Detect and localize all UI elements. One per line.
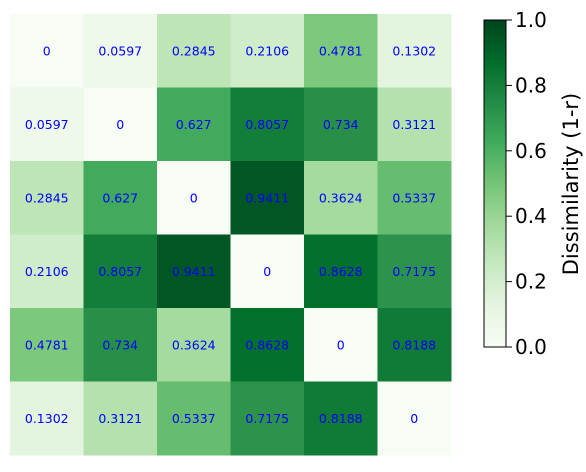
cell-value-label: 0.2845: [25, 190, 69, 205]
cell-value-label: 0.8188: [392, 337, 436, 352]
cell-value-label: 0.7175: [392, 264, 436, 279]
cell-value-label: 0.4781: [319, 43, 363, 58]
colorbar-label: Dissimilarity (1-r): [559, 93, 583, 275]
colorbar-tick-label: 1.0: [515, 8, 547, 32]
heatmap-cell: [304, 308, 378, 382]
cell-value-label: 0: [263, 264, 271, 279]
heatmap-cell: [83, 234, 158, 309]
heatmap-cell: [83, 161, 158, 235]
cell-value-label: 0.0597: [25, 117, 69, 132]
heatmap-cell: [377, 381, 452, 456]
heatmap-cell: [10, 87, 84, 162]
cell-value-label: 0.8628: [245, 337, 289, 352]
cell-value-label: 0.1302: [25, 411, 69, 426]
cell-value-label: 0.734: [323, 117, 359, 132]
colorbar-tick-label: 0.8: [515, 73, 547, 97]
heatmap-cell: [304, 234, 378, 309]
heatmap-cell: [10, 14, 84, 88]
cell-value-label: 0: [410, 411, 418, 426]
cell-value-label: 0.2106: [245, 43, 289, 58]
cell-value-label: 0.1302: [392, 43, 436, 58]
heatmap-cell: [83, 14, 158, 88]
heatmap-cell-labels: 0 0.0597 0.2845 0.2106 0.4781 0.1302 0.0597 0 0.…: [25, 43, 436, 426]
cell-value-label: 0.627: [176, 117, 212, 132]
cell-value-label: 0.627: [102, 190, 138, 205]
colorbar-tick-label: 0.4: [515, 204, 547, 228]
cell-value-label: 0: [43, 43, 51, 58]
heatmap-cell: [10, 381, 84, 456]
heatmap-cell: [157, 308, 231, 382]
cell-value-label: 0: [337, 337, 345, 352]
colorbar-tick-label: 0.0: [515, 335, 547, 359]
cell-value-label: 0.9411: [245, 190, 289, 205]
heatmap-cell: [157, 87, 231, 162]
heatmap-cell: [157, 14, 231, 88]
colorbar-ticks: 0.0 0.2 0.4 0.6 0.8 1.0: [506, 8, 547, 359]
cell-value-label: 0.8057: [98, 264, 142, 279]
heatmap-cell: [230, 87, 305, 162]
heatmap-cell: [377, 14, 452, 88]
heatmap-cell: [230, 308, 305, 382]
heatmap-cell: [83, 381, 158, 456]
heatmap-cell: [83, 308, 158, 382]
heatmap-cell: [230, 234, 305, 309]
colorbar-tick-label: 0.6: [515, 139, 547, 163]
cell-value-label: 0.9411: [172, 264, 216, 279]
heatmap-cell: [230, 14, 305, 88]
cell-value-label: 0.3121: [98, 411, 142, 426]
cell-value-label: 0: [190, 190, 198, 205]
heatmap-cell: [304, 14, 378, 88]
heatmap-cell: [10, 234, 84, 309]
cell-value-label: 0.5337: [392, 190, 436, 205]
cell-value-label: 0.7175: [245, 411, 289, 426]
cell-value-label: 0.4781: [25, 337, 69, 352]
heatmap-cell: [377, 308, 452, 382]
heatmap-cell: [377, 87, 452, 162]
heatmap-cell: [157, 381, 231, 456]
heatmap-cell: [10, 308, 84, 382]
heatmap-cell: [377, 234, 452, 309]
cell-value-label: 0.8188: [319, 411, 363, 426]
heatmap-cell: [83, 87, 158, 162]
cell-value-label: 0.8628: [319, 264, 363, 279]
heatmap-cell: [377, 161, 452, 235]
colorbar-tick-label: 0.2: [515, 270, 547, 294]
heatmap-cell: [230, 161, 305, 235]
cell-value-label: 0: [116, 117, 124, 132]
cell-value-label: 0.3121: [392, 117, 436, 132]
cell-value-label: 0.734: [102, 337, 138, 352]
heatmap-cell: [157, 161, 231, 235]
heatmap-cells: [10, 14, 452, 456]
cell-value-label: 0.3624: [172, 337, 216, 352]
cell-value-label: 0.0597: [98, 43, 142, 58]
cell-value-label: 0.5337: [172, 411, 216, 426]
heatmap-cell: [157, 234, 231, 309]
heatmap-cell: [304, 87, 378, 162]
cell-value-label: 0.2845: [172, 43, 216, 58]
cell-value-label: 0.3624: [319, 190, 363, 205]
colorbar-gradient: [483, 19, 507, 348]
heatmap-cell: [10, 161, 84, 235]
cell-value-label: 0.8057: [245, 117, 289, 132]
heatmap-cell: [304, 381, 378, 456]
heatmap-cell: [230, 381, 305, 456]
cell-value-label: 0.2106: [25, 264, 69, 279]
heatmap-cell: [304, 161, 378, 235]
